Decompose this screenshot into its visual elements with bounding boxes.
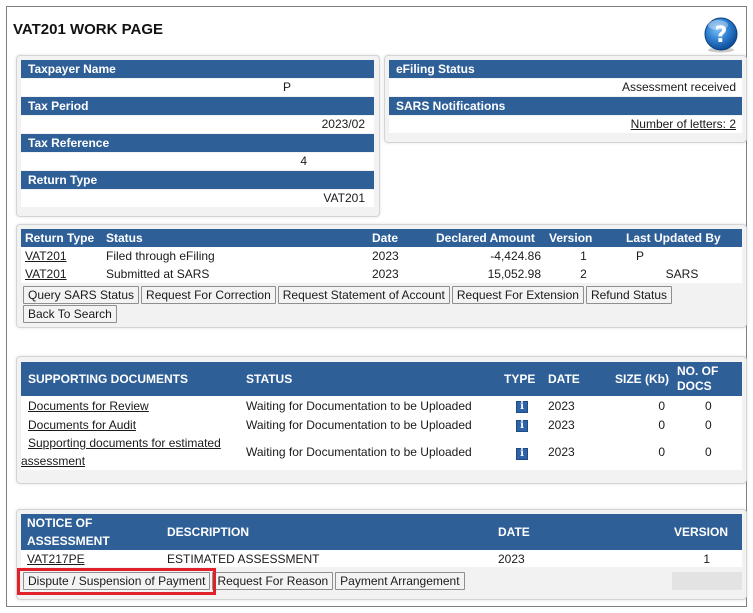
table-row: VAT201 Filed through eFiling 2023 -4,424… — [21, 247, 742, 265]
doc-date: 2023 — [548, 398, 575, 413]
col-notice-version: VERSION — [674, 525, 729, 539]
number-of-letters-row: Number of letters: 2 — [389, 116, 742, 133]
notice-description: ESTIMATED ASSESSMENT — [167, 551, 320, 566]
col-description: DESCRIPTION — [167, 525, 250, 539]
notice-link[interactable]: VAT217PE — [27, 551, 85, 566]
tax-period-value: 2023/02 — [21, 116, 374, 133]
tax-reference-value: 4 — [21, 153, 374, 170]
doc-size: 0 — [658, 417, 665, 432]
notice-button-spacer — [672, 572, 742, 590]
number-of-letters-link[interactable]: Number of letters: 2 — [630, 117, 736, 131]
col-no-of-docs-line2: DOCS — [677, 379, 712, 393]
documents-for-review-link[interactable]: Documents for Review — [28, 398, 149, 413]
doc-status: Waiting for Documentation to be Uploaded — [246, 445, 472, 459]
documents-for-audit-link[interactable]: Documents for Audit — [28, 417, 137, 432]
col-version: Version — [549, 231, 593, 245]
return-updated-by: P — [636, 249, 645, 263]
col-doc-status: STATUS — [246, 372, 293, 386]
doc-size: 0 — [658, 398, 665, 413]
return-type-value: VAT201 — [21, 190, 374, 207]
col-doc-date: DATE — [548, 372, 580, 386]
returns-button-row: Query SARS Status Request For Correction R… — [23, 286, 674, 304]
tax-period-label: Tax Period — [21, 97, 374, 115]
doc-status: Waiting for Documentation to be Uploaded — [246, 417, 472, 432]
return-type-label: Return Type — [21, 171, 374, 189]
table-row: Documents for Audit Waiting for Document… — [21, 415, 742, 434]
returns-panel — [16, 224, 747, 328]
doc-status: Waiting for Documentation to be Uploaded — [246, 398, 472, 413]
taxpayer-name-label: Taxpayer Name — [21, 60, 374, 78]
tax-reference-label: Tax Reference — [21, 134, 374, 152]
notice-table: NOTICE OF ASSESSMENT DESCRIPTION DATE VE… — [21, 514, 742, 567]
help-question-icon[interactable]: ? — [702, 16, 740, 54]
efiling-status-label: eFiling Status — [389, 60, 742, 78]
highlight-box — [17, 568, 216, 595]
return-version: 2 — [580, 267, 587, 281]
col-supporting-documents: SUPPORTING DOCUMENTS — [28, 372, 189, 386]
return-amount: 15,052.98 — [487, 267, 541, 281]
return-amount: -4,424.86 — [490, 249, 541, 263]
doc-count: 0 — [705, 398, 712, 413]
return-status: Filed through eFiling — [106, 249, 215, 263]
estimated-assessment-docs-cell: Supporting documents for estimated asses… — [21, 434, 242, 470]
info-icon[interactable]: i — [516, 401, 528, 413]
request-correction-button[interactable]: Request For Correction — [141, 286, 276, 304]
notice-button-row: Dispute / Suspension of Payment Request F… — [23, 572, 467, 590]
request-for-reason-button[interactable]: Request For Reason — [212, 572, 334, 590]
return-type-link[interactable]: VAT201 — [25, 267, 67, 281]
request-extension-button[interactable]: Request For Extension — [451, 286, 584, 304]
notice-date: 2023 — [498, 551, 525, 566]
col-no-of-docs: NO. OF DOCS — [673, 362, 742, 396]
return-type-link[interactable]: VAT201 — [25, 249, 67, 263]
sars-notifications-label: SARS Notifications — [389, 97, 742, 115]
table-row: VAT201 Submitted at SARS 2023 15,052.98 … — [21, 265, 742, 283]
col-last-updated-by: Last Updated By — [626, 231, 721, 245]
col-doc-size: SIZE (Kb) — [615, 372, 669, 386]
col-notice-line2: ASSESSMENT — [27, 534, 110, 548]
doc-date: 2023 — [548, 445, 575, 459]
doc-count: 0 — [705, 417, 712, 432]
info-icon[interactable]: i — [516, 420, 528, 432]
supporting-docs-estimated-link-cont[interactable]: assessment — [21, 454, 86, 468]
col-return-type: Return Type — [25, 231, 95, 245]
doc-count: 0 — [705, 445, 712, 459]
notice-version: 1 — [703, 551, 710, 566]
efiling-status-value: Assessment received — [389, 79, 742, 96]
supporting-documents-panel — [16, 356, 747, 484]
svg-text:?: ? — [715, 23, 728, 48]
dispute-suspension-button[interactable]: Dispute / Suspension of Payment — [23, 572, 211, 590]
doc-date: 2023 — [548, 417, 575, 432]
return-version: 1 — [580, 249, 587, 263]
col-notice-line1: NOTICE OF — [27, 516, 93, 530]
supporting-documents-table: SUPPORTING DOCUMENTS STATUS TYPE DATE SI… — [21, 362, 742, 470]
return-updated-by: SARS — [665, 267, 699, 281]
return-status: Submitted at SARS — [106, 267, 210, 281]
doc-size: 0 — [658, 445, 665, 459]
refund-status-button[interactable]: Refund Status — [585, 286, 672, 304]
payment-arrangement-button[interactable]: Payment Arrangement — [335, 572, 465, 590]
col-status: Status — [106, 231, 143, 245]
return-date: 2023 — [372, 267, 399, 281]
col-date: Date — [372, 231, 399, 245]
col-no-of-docs-line1: NO. OF — [677, 364, 719, 378]
supporting-docs-estimated-link[interactable]: Supporting documents for estimated — [28, 436, 221, 450]
info-icon[interactable]: i — [516, 447, 528, 460]
table-row: VAT217PE ESTIMATED ASSESSMENT 2023 1 — [21, 550, 742, 567]
returns-table: Return Type Status Date Declared Amount … — [21, 229, 742, 283]
page-title: VAT201 WORK PAGE — [13, 21, 164, 38]
col-notice-date: DATE — [498, 525, 530, 539]
table-row: Documents for Review Waiting for Documen… — [21, 396, 742, 415]
table-row: Supporting documents for estimated asses… — [21, 434, 742, 470]
taxpayer-name-value: P — [21, 79, 374, 96]
back-to-search-button[interactable]: Back To Search — [23, 305, 117, 323]
query-sars-status-button[interactable]: Query SARS Status — [23, 286, 140, 304]
return-date: 2023 — [372, 249, 399, 263]
col-doc-type: TYPE — [504, 372, 536, 386]
back-button-row: Back To Search — [23, 305, 119, 323]
request-statement-button[interactable]: Request Statement of Account — [277, 286, 450, 304]
col-notice: NOTICE OF ASSESSMENT — [21, 514, 163, 550]
col-declared-amount: Declared Amount — [436, 231, 535, 245]
